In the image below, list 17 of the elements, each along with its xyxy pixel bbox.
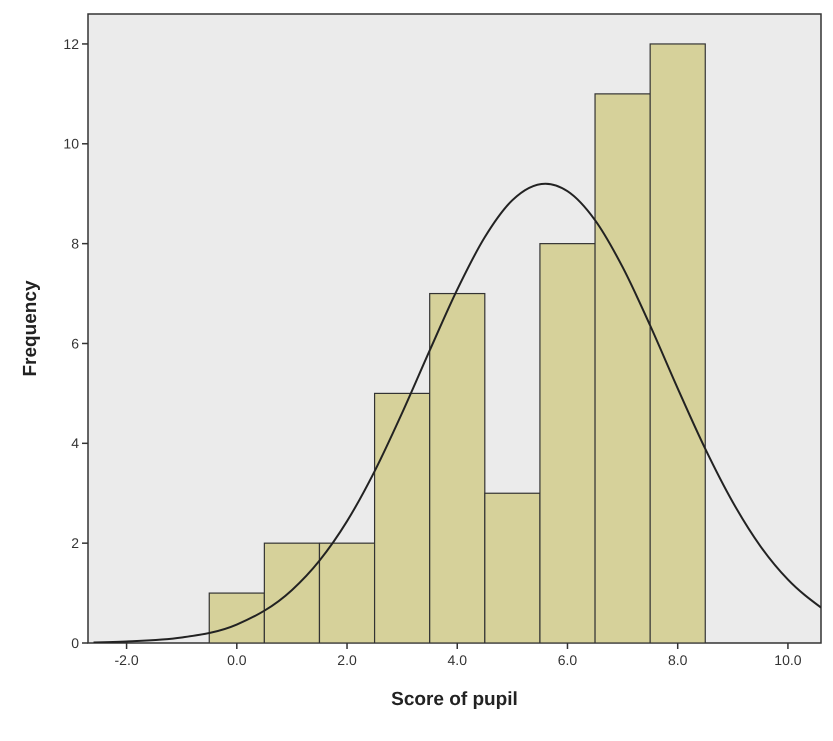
x-tick-label: 0.0 (227, 652, 247, 668)
y-tick-label: 8 (71, 236, 80, 252)
y-tick-label: 2 (71, 535, 80, 552)
y-tick-label: 12 (63, 36, 80, 52)
y-tick-label: 4 (71, 435, 80, 452)
line-series (92, 182, 821, 643)
y-axis-title: Frequency (20, 280, 41, 377)
y-tick-label: 6 (71, 335, 80, 352)
y-tick-label: 10 (63, 136, 80, 152)
x-axis-title: Score of pupil (391, 689, 518, 710)
y-tick-label: 0 (71, 634, 80, 651)
x-tick-label: 4.0 (448, 652, 468, 668)
x-tick-label: -2.0 (114, 652, 139, 668)
x-tick-label: 10.0 (774, 652, 802, 668)
x-tick-label: 8.0 (668, 652, 688, 668)
x-tick-label: 2.0 (337, 652, 357, 668)
x-tick-label: 6.0 (558, 652, 578, 668)
